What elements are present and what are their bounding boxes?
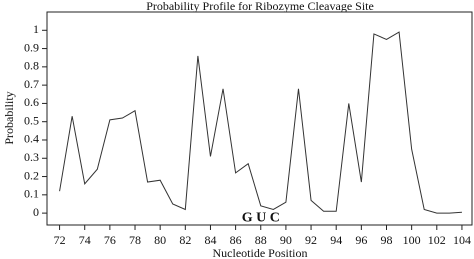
- x-tick-label: 100: [403, 233, 421, 247]
- y-tick-label: 0.9: [24, 40, 39, 54]
- y-tick-label: 0.3: [24, 150, 39, 164]
- x-tick-label: 94: [330, 233, 342, 247]
- plot-frame: [46, 11, 473, 226]
- y-tick-label: 0.5: [24, 113, 39, 127]
- x-tick-label: 74: [79, 233, 91, 247]
- x-tick-label: 82: [179, 233, 191, 247]
- chart-title: Probability Profile for Ribozyme Cleavag…: [146, 0, 374, 13]
- y-tick-label: 0.4: [24, 132, 39, 146]
- data-line: [59, 31, 462, 214]
- annotation: G U C: [242, 210, 280, 225]
- x-axis-label: Nucleotide Position: [213, 246, 308, 259]
- x-tick-label: 96: [355, 233, 367, 247]
- y-axis-label: Probability: [2, 91, 16, 144]
- x-tick-label: 88: [255, 233, 267, 247]
- x-tick-label: 76: [104, 233, 116, 247]
- x-tick-label: 92: [305, 233, 317, 247]
- y-tick-label: 0: [33, 205, 39, 219]
- y-tick-label: 0.2: [24, 168, 39, 182]
- x-tick-label: 72: [54, 233, 66, 247]
- y-tick-label: 1: [33, 22, 39, 36]
- x-tick-label: 84: [204, 233, 216, 247]
- x-tick-label: 98: [380, 233, 392, 247]
- y-tick-label: 0.6: [24, 95, 39, 109]
- x-tick-label: 78: [129, 233, 141, 247]
- x-tick-label: 104: [453, 233, 471, 247]
- x-tick-label: 86: [230, 233, 242, 247]
- x-tick-label: 102: [428, 233, 446, 247]
- y-tick-label: 0.7: [24, 77, 39, 91]
- x-tick-label: 80: [154, 233, 166, 247]
- y-tick-label: 0.8: [24, 59, 39, 73]
- x-tick-label: 90: [280, 233, 292, 247]
- y-tick-label: 0.1: [24, 187, 39, 201]
